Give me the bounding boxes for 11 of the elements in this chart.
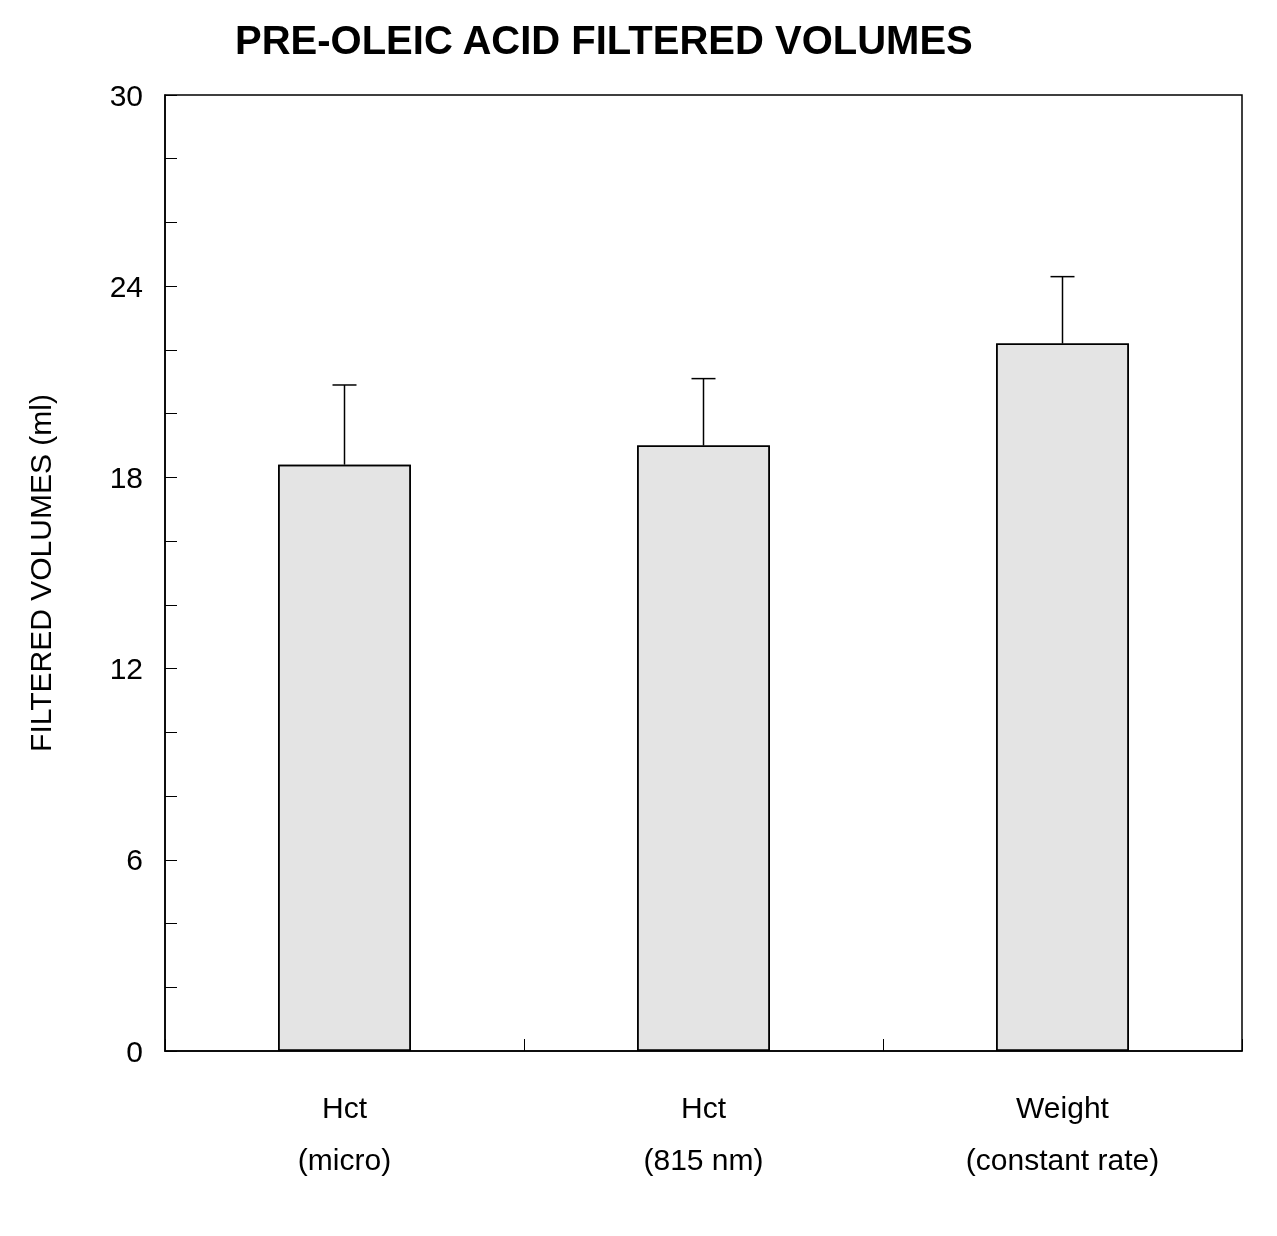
x-tick-label: Hct (815 nm) — [643, 1090, 764, 1176]
y-tick-label: 12 — [109, 652, 143, 686]
x-tick-label: Weight (constant rate) — [965, 1090, 1160, 1176]
y-tick-label: 18 — [109, 460, 143, 494]
y-tick-label: 24 — [109, 269, 143, 303]
chart-title: PRE-OLEIC ACID FILTERED VOLUMES — [235, 18, 973, 62]
x-tick-label: Hct (micro) — [297, 1090, 392, 1176]
y-tick-label: 30 — [109, 78, 143, 112]
y-tick-label: 6 — [126, 843, 143, 877]
y-axis-title: FILTERED VOLUMES (ml) — [23, 394, 57, 752]
y-tick-label: 0 — [126, 1034, 143, 1068]
